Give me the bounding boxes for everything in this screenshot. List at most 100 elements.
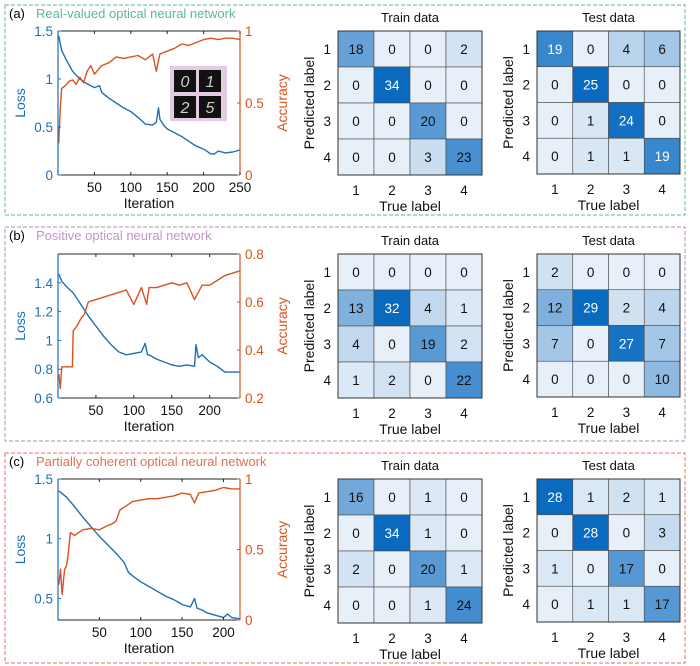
series-loss-line xyxy=(58,35,241,155)
matrix-cell-value: 2 xyxy=(623,301,631,316)
left-tick-label: 1 xyxy=(45,333,53,348)
series-loss-line xyxy=(58,273,240,373)
matrix-cell xyxy=(572,514,609,551)
digit-glyph: 2 xyxy=(180,100,190,117)
matrix-cell-value: 27 xyxy=(619,336,634,351)
matrix-cell-value: 1 xyxy=(352,373,360,388)
x-tick-label: 1 xyxy=(352,183,360,198)
panel-label: (c) xyxy=(9,454,24,469)
x-tick-label: 3 xyxy=(424,631,432,646)
x-axis-label: Iteration xyxy=(124,640,175,656)
matrix-cell xyxy=(608,289,645,326)
x-tick-label: 50 xyxy=(92,625,107,640)
matrix-cell-value: 1 xyxy=(587,149,595,164)
left-tick-label: 0.5 xyxy=(34,591,53,606)
right-axis-label: Accuracy xyxy=(274,74,290,132)
matrix-cell xyxy=(572,30,609,68)
y-tick-label: 1 xyxy=(323,490,331,505)
matrix-cell-value: 1 xyxy=(658,490,666,505)
matrix-cell-value: 1 xyxy=(587,490,595,505)
matrix-cell xyxy=(608,478,645,516)
matrix-cell-value: 0 xyxy=(623,372,631,387)
matrix-cell-value: 0 xyxy=(460,490,468,505)
matrix-cell xyxy=(608,66,645,103)
left-tick-label: 1 xyxy=(45,72,53,87)
matrix-cell xyxy=(373,514,411,552)
x-axis-label: Iteration xyxy=(124,195,175,211)
matrix-cell xyxy=(373,586,411,624)
matrix-cell-value: 34 xyxy=(384,78,400,93)
x-tick-label: 1 xyxy=(352,406,360,421)
matrix-cell xyxy=(643,478,681,516)
matrix-cell xyxy=(445,66,483,104)
matrix-cell-value: 19 xyxy=(420,337,435,352)
left-axis-label: Loss xyxy=(12,88,28,118)
matrix-cell-value: 0 xyxy=(658,113,666,128)
matrix-cell-value: 4 xyxy=(658,301,666,316)
matrix-cell-value: 28 xyxy=(547,490,562,505)
inset-digit-samples: 0 12 5 xyxy=(170,66,227,121)
y-tick-label: 1 xyxy=(323,265,331,280)
matrix-cell-value: 4 xyxy=(424,301,432,316)
matrix-cell-value: 34 xyxy=(384,526,400,541)
matrix-cell xyxy=(445,30,483,68)
matrix-cell-value: 0 xyxy=(587,336,595,351)
x-tick-label: 50 xyxy=(88,403,103,418)
matrix-cell xyxy=(536,360,574,398)
matrix-title: Train data xyxy=(381,233,440,248)
x-tick-label: 1 xyxy=(551,182,559,197)
matrix-border xyxy=(337,478,483,624)
matrix-cell-value: 0 xyxy=(551,526,559,541)
panel-label: (a) xyxy=(9,6,25,21)
matrix-cell-value: 3 xyxy=(424,150,432,165)
matrix-cell-value: 0 xyxy=(352,114,360,129)
y-tick-label: 1 xyxy=(522,490,530,505)
x-tick-label: 1 xyxy=(551,630,559,645)
matrix-cell-value: 0 xyxy=(388,490,396,505)
matrix-cell-value: 1 xyxy=(424,526,432,541)
y-tick-label: 2 xyxy=(323,78,331,93)
matrix-cell-value: 20 xyxy=(420,114,435,129)
x-tick-label: 100 xyxy=(120,180,143,195)
confusion-matrix-test-data: Test data 19 0 4 6 0 25 0 0 0 1 24 0 0 1 1 19 1 1 2 2 3 3 4 4 Tru… xyxy=(500,10,681,213)
x-tick-label: 3 xyxy=(424,183,432,198)
x-axis-label: True label xyxy=(578,420,640,436)
matrix-cell-value: 1 xyxy=(587,113,595,128)
y-tick-label: 2 xyxy=(522,78,530,93)
matrix-cell-value: 0 xyxy=(658,265,666,280)
matrix-cell-value: 0 xyxy=(424,265,432,280)
matrix-cell-value: 0 xyxy=(551,149,559,164)
matrix-cell-value: 0 xyxy=(352,78,360,93)
matrix-cell-value: 0 xyxy=(658,78,666,93)
matrix-cell-value: 0 xyxy=(388,150,396,165)
left-tick-label: 0.5 xyxy=(34,120,53,135)
matrix-title: Test data xyxy=(582,233,636,248)
x-axis-label: True label xyxy=(379,198,441,214)
matrix-cell-value: 10 xyxy=(655,372,670,387)
matrix-cell-value: 19 xyxy=(547,42,562,57)
matrix-cell xyxy=(337,325,375,363)
x-tick-label: 150 xyxy=(171,625,194,640)
matrix-border xyxy=(536,253,681,398)
y-tick-label: 4 xyxy=(522,597,530,612)
matrix-cell xyxy=(572,253,609,291)
matrix-cell xyxy=(409,514,447,552)
matrix-cell-value: 0 xyxy=(352,526,360,541)
matrix-title: Test data xyxy=(582,10,636,25)
y-axis-label: Predicted label xyxy=(301,505,317,598)
x-axis-label: True label xyxy=(379,646,441,662)
matrix-cell xyxy=(445,289,483,327)
matrix-cell-value: 2 xyxy=(388,373,396,388)
matrix-cell-value: 6 xyxy=(658,42,666,57)
matrix-cell xyxy=(572,137,609,175)
matrix-cell xyxy=(373,478,411,516)
x-tick-label: 4 xyxy=(460,631,468,646)
x-tick-label: 4 xyxy=(460,183,468,198)
x-tick-label: 200 xyxy=(192,180,215,195)
matrix-cell-value: 0 xyxy=(658,561,666,576)
matrix-cell-value: 0 xyxy=(460,526,468,541)
